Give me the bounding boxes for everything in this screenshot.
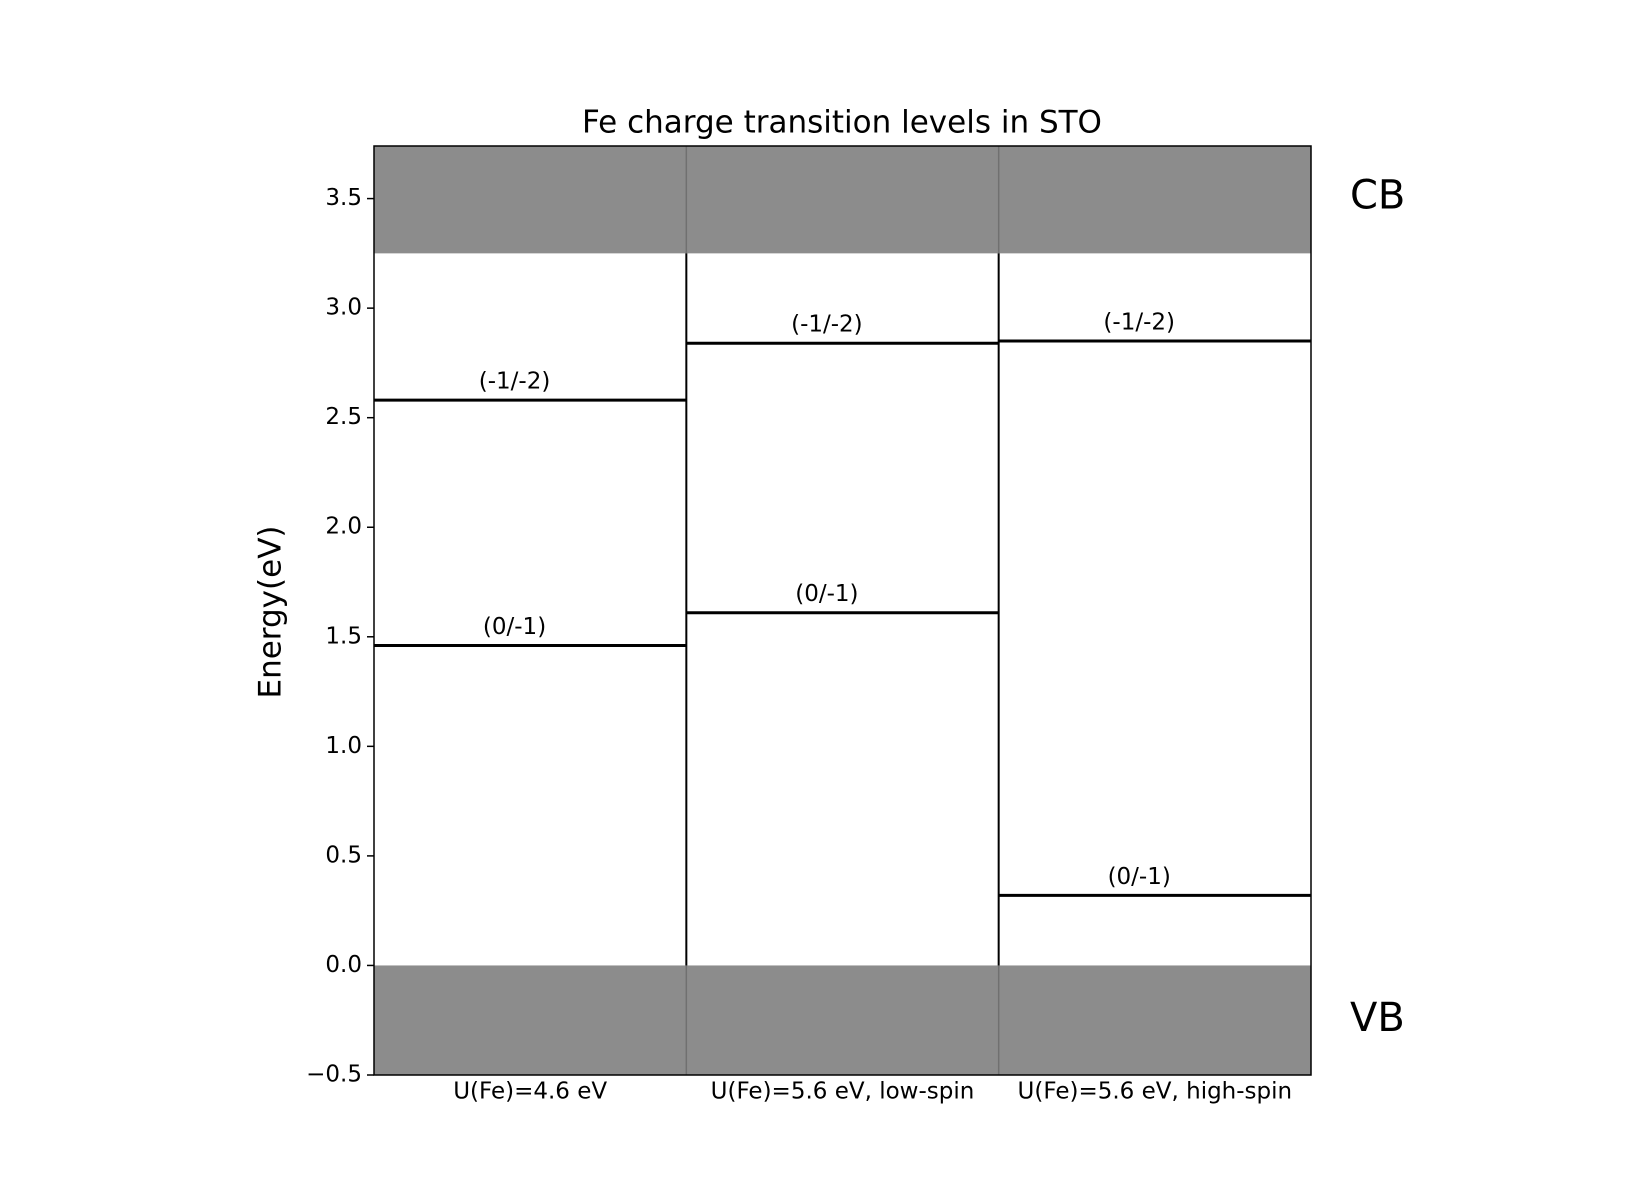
y-tick-label: −0.5 [306,1062,362,1088]
band [374,146,1311,254]
y-tick-label: 2.0 [325,514,362,540]
y-axis-label: Energy(eV) [253,526,289,699]
y-tick-label: 0.5 [325,842,362,868]
level-label: (-1/-2) [791,312,863,338]
y-tick-label: 0.0 [325,952,362,978]
level-label: (0/-1) [1108,864,1171,890]
band-label: CB [1350,173,1405,219]
y-tick-label: 2.5 [325,404,362,430]
y-tick-label: 1.0 [325,733,362,759]
level-label: (-1/-2) [1103,310,1175,336]
band [374,965,1311,1075]
chart-title: Fe charge transition levels in STO [582,105,1102,141]
y-tick-label: 3.0 [325,295,362,321]
level-label: (0/-1) [795,581,858,607]
plot-frame [373,145,1312,1076]
level-label: (-1/-2) [479,369,551,395]
y-tick-label: 3.5 [325,185,362,211]
y-tick-label: 1.5 [325,623,362,649]
x-tick-label: U(Fe)=5.6 eV, high-spin [1018,1079,1293,1105]
band-label: VB [1350,995,1405,1041]
level-label: (0/-1) [483,614,546,640]
x-tick-label: U(Fe)=4.6 eV [453,1079,607,1105]
x-tick-label: U(Fe)=5.6 eV, low-spin [711,1079,975,1105]
